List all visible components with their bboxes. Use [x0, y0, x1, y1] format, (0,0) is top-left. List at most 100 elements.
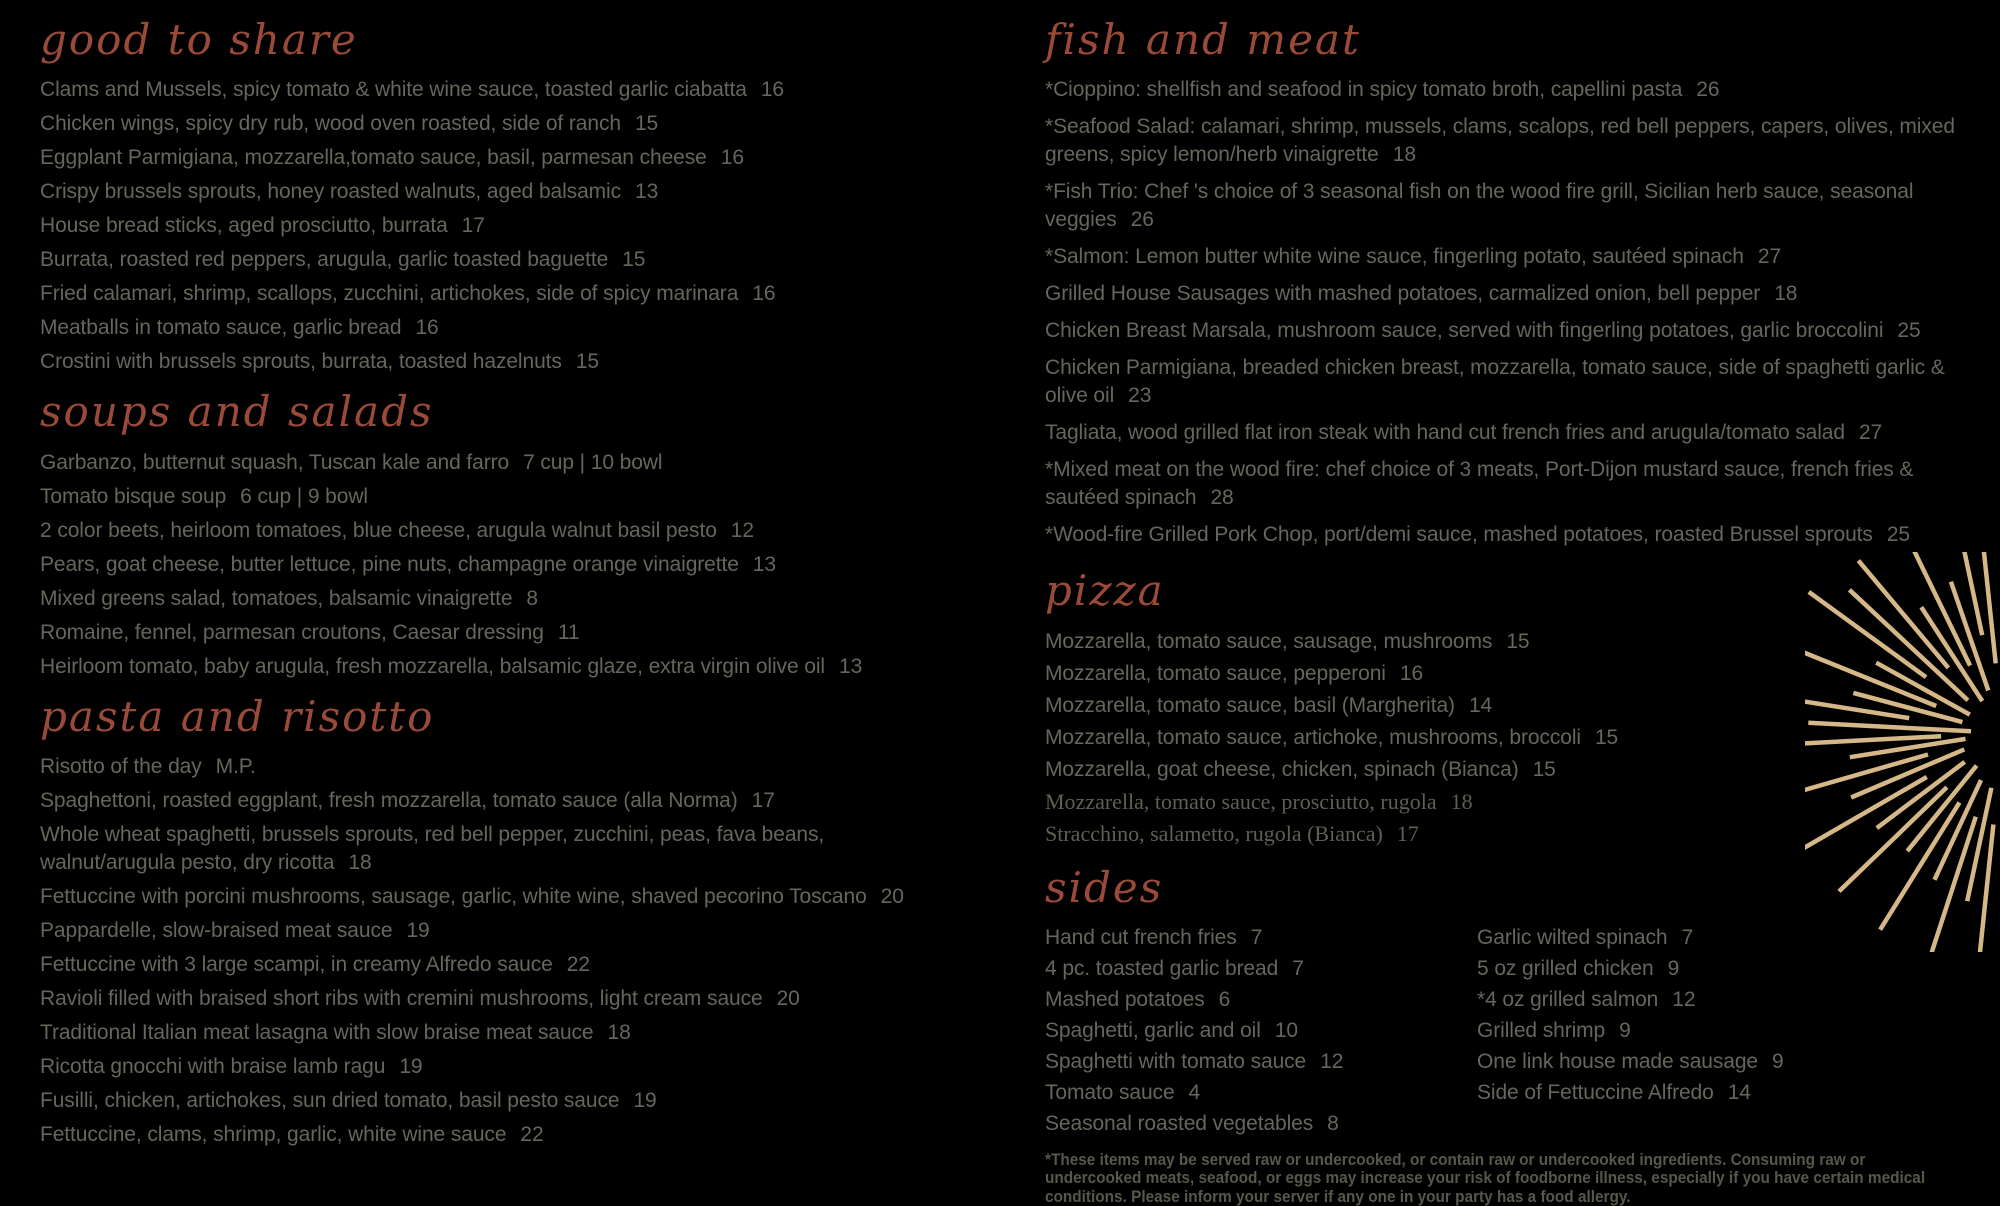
section-title-soups-and-salads: soups and salads — [40, 387, 434, 437]
sunburst-ray — [1981, 552, 1998, 664]
item-text: Tomato sauce — [1045, 1080, 1175, 1104]
section-title-good-to-share: good to share — [40, 15, 358, 64]
item-price: 17 — [461, 214, 485, 238]
item-price: 11 — [557, 620, 580, 644]
item-text: Seasonal roasted vegetables — [1045, 1111, 1314, 1135]
item-text: Fettuccine with porcini mushrooms, sausa… — [40, 884, 867, 908]
menu-item: Whole wheat spaghetti, brussels sprouts,… — [40, 821, 955, 877]
section-items-pizza: Mozzarella, tomato sauce, sausage, mushr… — [1045, 628, 1965, 848]
item-price: 7 — [1292, 956, 1304, 980]
menu-item: Garbanzo, butternut squash, Tuscan kale … — [40, 449, 955, 477]
menu-item: Tomato sauce 4 — [1045, 1079, 1477, 1107]
sunburst-ray — [1805, 733, 1942, 746]
item-text: Tomato bisque soup — [40, 484, 227, 508]
sunburst-ray — [1964, 787, 1994, 902]
item-price: 12 — [730, 518, 754, 542]
sunburst-ray — [1878, 801, 1962, 931]
menu-item: Pappardelle, slow-braised meat sauce 19 — [40, 917, 955, 945]
menu-item: Chicken Parmigiana, breaded chicken brea… — [1045, 354, 1965, 410]
item-price: 20 — [880, 884, 904, 908]
menu-column-left: good to share Clams and Mussels, spicy to… — [40, 15, 955, 1155]
menu-item: 2 color beets, heirloom tomatoes, blue c… — [40, 517, 955, 545]
item-price: 7 cup | 10 bowl — [523, 450, 663, 474]
item-price: 22 — [566, 952, 590, 976]
menu-item: Grilled shrimp 9 — [1477, 1017, 1965, 1045]
item-text: Garlic wilted spinach — [1477, 925, 1668, 949]
menu-item: Mozzarella, goat cheese, chicken, spinac… — [1045, 756, 1965, 784]
item-price: 23 — [1128, 384, 1152, 408]
menu-item: Grilled House Sausages with mashed potat… — [1045, 280, 1965, 308]
item-text: Fried calamari, shrimp, scallops, zucchi… — [40, 282, 739, 306]
item-text: *Salmon: Lemon butter white wine sauce, … — [1045, 245, 1744, 269]
item-price: 16 — [1399, 661, 1424, 685]
item-text: Mozzarella, tomato sauce, basil (Margher… — [1045, 693, 1455, 717]
section-pasta-and-risotto: pasta and risotto Risotto of the day M.P. S… — [40, 692, 955, 1149]
item-price: 9 — [1772, 1049, 1784, 1073]
item-text: Mozzarella, tomato sauce, pepperoni — [1045, 661, 1386, 685]
item-text: Tagliata, wood grilled flat iron steak w… — [1045, 421, 1845, 445]
item-text: One link house made sausage — [1477, 1049, 1758, 1073]
item-price: 20 — [776, 986, 800, 1010]
sunburst-ray — [1852, 690, 1963, 725]
item-text: Mozzarella, tomato sauce, sausage, mushr… — [1045, 629, 1493, 653]
item-text: Meatballs in tomato sauce, garlic bread — [40, 316, 402, 340]
menu-item: Fried calamari, shrimp, scallops, zucchi… — [40, 280, 955, 308]
item-text: Traditional Italian meat lasagna with sl… — [40, 1020, 594, 1044]
item-price: 16 — [760, 78, 785, 102]
item-price: 13 — [635, 180, 659, 204]
item-text: Clams and Mussels, spicy tomato & white … — [40, 78, 747, 102]
sunburst-decoration — [1805, 552, 1998, 952]
menu-item: *Seafood Salad: calamari, shrimp, mussel… — [1045, 113, 1965, 169]
menu-item: Spaghettoni, roasted eggplant, fresh moz… — [40, 787, 955, 815]
section-sides: sides Hand cut french fries 7 4 pc. toasted… — [1045, 863, 1965, 1141]
item-price: 7 — [1250, 925, 1263, 949]
item-price: 18 — [1774, 282, 1798, 306]
item-text: Garbanzo, butternut squash, Tuscan kale … — [40, 450, 510, 474]
item-text: Burrata, roasted red peppers, arugula, g… — [40, 248, 609, 272]
item-price: 6 cup | 9 bowl — [240, 484, 368, 508]
item-price: 8 — [1327, 1111, 1339, 1135]
item-text: Romaine, fennel, parmesan croutons, Caes… — [40, 620, 544, 644]
item-price: 27 — [1858, 421, 1883, 445]
item-price: 15 — [1532, 757, 1556, 781]
sunburst-ray — [1805, 752, 1929, 793]
menu-item: Burrata, roasted red peppers, arugula, g… — [40, 246, 955, 274]
section-title-fish-and-meat: fish and meat — [1045, 15, 1361, 64]
sunburst-ray — [1919, 605, 1985, 703]
item-text: Spaghettoni, roasted eggplant, fresh moz… — [40, 788, 738, 812]
item-price: 18 — [1450, 788, 1473, 814]
section-items-soups-and-salads: Garbanzo, butternut squash, Tuscan kale … — [40, 449, 955, 681]
menu-item: Mozzarella, tomato sauce, sausage, mushr… — [1045, 628, 1965, 656]
menu-item: Fettuccine, clams, shrimp, garlic, white… — [40, 1121, 955, 1149]
item-text: Ravioli filled with braised short ribs w… — [40, 986, 763, 1010]
section-good-to-share: good to share Clams and Mussels, spicy to… — [40, 15, 955, 376]
item-text: Crostini with brussels sprouts, burrata,… — [40, 350, 562, 374]
item-text: *Fish Trio: Chef 's choice of 3 seasonal… — [1045, 180, 1914, 232]
item-price: 25 — [1886, 523, 1910, 547]
item-price: 28 — [1210, 486, 1234, 510]
menu-item: Tomato bisque soup 6 cup | 9 bowl — [40, 483, 955, 511]
item-price: 19 — [633, 1088, 657, 1112]
item-text: 4 pc. toasted garlic bread — [1045, 956, 1279, 980]
section-fish-and-meat: fish and meat *Cioppino: shellfish and se… — [1045, 15, 1965, 549]
menu-item: Chicken Breast Marsala, mushroom sauce, … — [1045, 317, 1965, 345]
sunburst-ray — [1962, 552, 1985, 636]
item-text: Pears, goat cheese, butter lettuce, pine… — [40, 552, 739, 576]
item-price: 26 — [1130, 208, 1154, 232]
item-price: 10 — [1274, 1018, 1298, 1042]
menu-item: Spaghetti, garlic and oil 10 — [1045, 1017, 1477, 1045]
menu-item: Clams and Mussels, spicy tomato & white … — [40, 76, 955, 104]
menu-item: Romaine, fennel, parmesan croutons, Caes… — [40, 619, 955, 647]
menu-item: Seasonal roasted vegetables 8 — [1045, 1110, 1477, 1138]
item-price: 13 — [838, 654, 863, 678]
menu-item: Mozzarella, tomato sauce, artichoke, mus… — [1045, 724, 1965, 752]
item-price: 27 — [1757, 245, 1782, 269]
menu-item-list: Garlic wilted spinach 7 5 oz grilled chick… — [1477, 924, 1965, 1141]
menu-item-list: Garbanzo, butternut squash, Tuscan kale … — [40, 449, 955, 681]
item-text: Chicken wings, spicy dry rub, wood oven … — [40, 112, 621, 136]
sunburst-ray — [1977, 824, 1996, 952]
item-text: *Cioppino: shellfish and seafood in spic… — [1045, 78, 1683, 102]
sunburst-ray — [1847, 588, 1970, 702]
item-price: 16 — [752, 282, 776, 306]
menu-item: Spaghetti with tomato sauce 12 — [1045, 1048, 1477, 1076]
